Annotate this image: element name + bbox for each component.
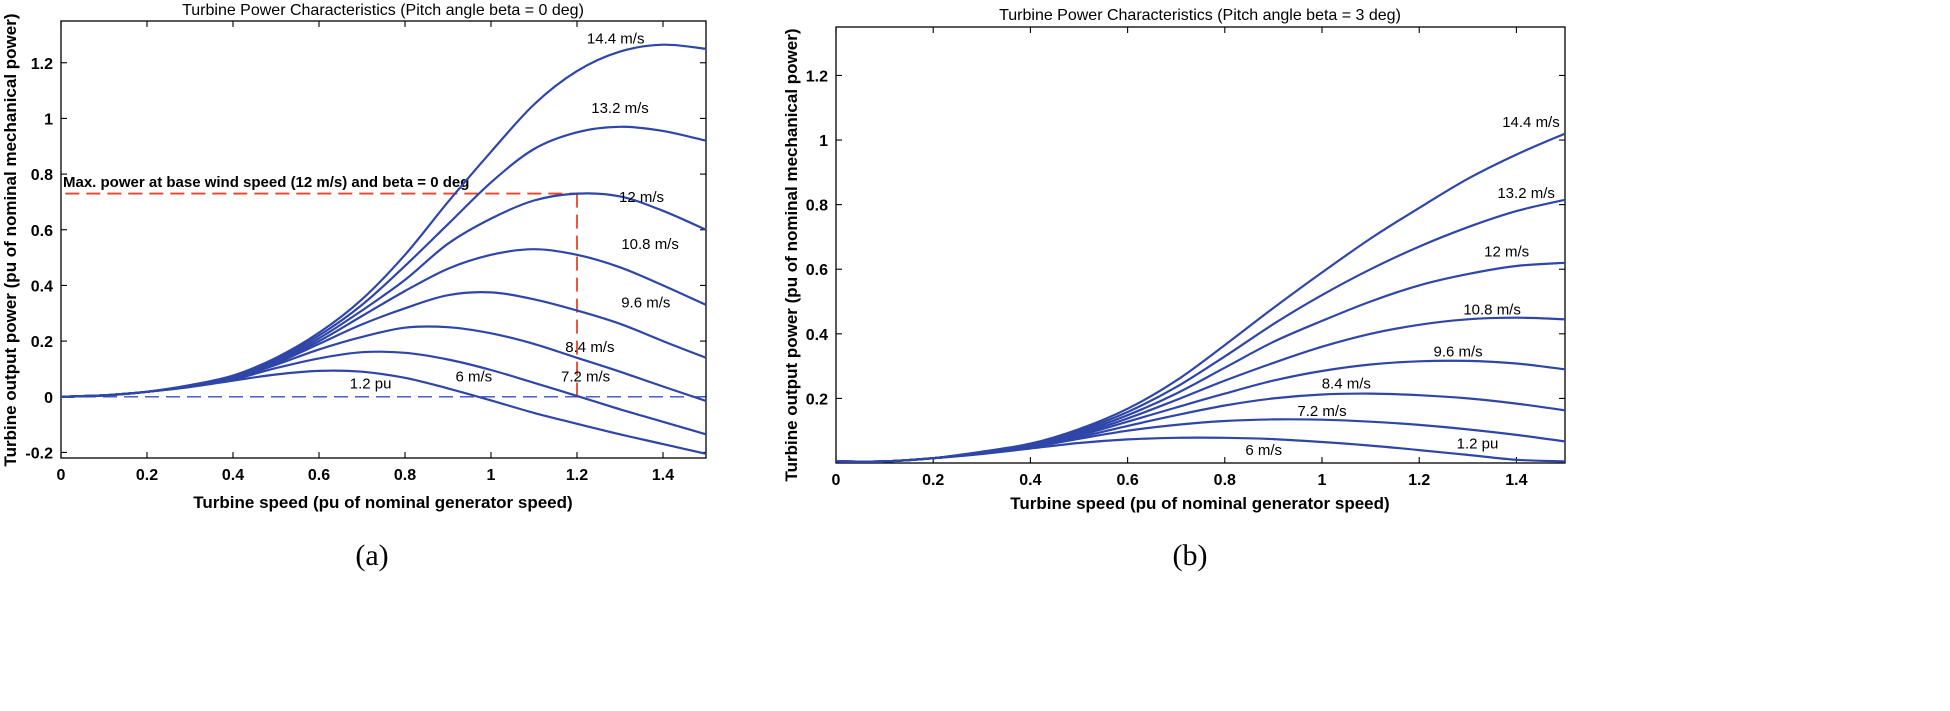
x-tick-label: 0.8	[1214, 472, 1236, 489]
curve-14-4-m-s	[60, 43, 707, 398]
curve-label: 13.2 m/s	[1497, 185, 1555, 202]
y-axis-label-a: Turbine output power (pu of nominal mech…	[1, 13, 20, 466]
curve-label: 14.4 m/s	[587, 30, 645, 47]
chart-panel-b: Turbine Power Characteristics (Pitch ang…	[782, 7, 1566, 572]
curves-b	[835, 132, 1566, 463]
annotations-a: Max. power at base wind speed (12 m/s) a…	[61, 174, 706, 398]
curve-label: 10.8 m/s	[1463, 301, 1521, 318]
x-axis-label-b: Turbine speed (pu of nominal generator s…	[1010, 494, 1389, 513]
curve-label: 9.6 m/s	[1433, 343, 1482, 360]
plot-frame-b	[835, 26, 1566, 464]
ticks-b: 0 0.2 0.4 0.6 0.8 1 1.2 1.4 0.2 0.4 0.6 0.8 1 1.2	[806, 27, 1565, 489]
curve-label: 6 m/s	[1245, 442, 1282, 459]
curve-label: 7.2 m/s	[561, 368, 610, 385]
annotations-b: 1.2 pu	[1457, 435, 1499, 452]
y-tick-label: 0	[44, 390, 53, 407]
ticks-a: 0 0.2 0.4 0.6 0.8 1 1.2 1.4-0.200.20.40.60.811.…	[25, 21, 706, 484]
curve-13-2-m-s	[60, 125, 707, 398]
y-tick-label: 0.4	[31, 278, 53, 295]
curve-labels-a: 6 m/s 7.2 m/s 8.4 m/s 9.6 m/s 10.8 m/s 12 m/s…	[455, 30, 678, 385]
x-tick-label: 1	[1318, 472, 1327, 489]
x-tick-label: 1.2	[566, 467, 588, 484]
max-power-label: Max. power at base wind speed (12 m/s) a…	[63, 174, 469, 191]
x-tick-label: 0.2	[136, 467, 158, 484]
y-tick-label: 0.8	[31, 167, 53, 184]
x-tick-label: 1.4	[1505, 472, 1527, 489]
curve-label: 7.2 m/s	[1297, 403, 1346, 420]
curve-labels-b: 6 m/s 7.2 m/s 8.4 m/s 9.6 m/s 10.8 m/s 12 m/s…	[1245, 114, 1559, 459]
curve-7-2-m-s	[60, 350, 707, 436]
y-tick-label: 0.2	[31, 334, 53, 351]
x-tick-label: 1.4	[652, 467, 674, 484]
curves-a	[60, 43, 707, 455]
y-tick-label: 0.6	[31, 223, 53, 240]
base-speed-label-a: 1.2 pu	[350, 375, 392, 392]
curve-label: 12 m/s	[619, 189, 664, 206]
curve-label: 9.6 m/s	[621, 295, 670, 312]
curve-label: 6 m/s	[455, 368, 492, 385]
chart-panel-a: Turbine Power Characteristics (Pitch ang…	[1, 2, 707, 572]
curve-12-m-s	[60, 192, 707, 398]
y-tick-label: 0.6	[806, 262, 828, 279]
x-tick-label: 1.2	[1408, 472, 1430, 489]
curve-14-4-m-s	[835, 132, 1566, 463]
plot-frame-a	[60, 20, 707, 459]
y-tick-label: 1.2	[806, 68, 828, 85]
caption-a: (a)	[355, 539, 388, 572]
x-tick-label: 0.4	[1019, 472, 1041, 489]
y-tick-label: 0.4	[806, 327, 828, 344]
y-tick-label: 1.2	[31, 56, 53, 73]
x-tick-label: 0.6	[308, 467, 330, 484]
y-tick-label: 1	[44, 111, 53, 128]
x-tick-label: 0	[57, 467, 66, 484]
x-axis-label-a: Turbine speed (pu of nominal generator s…	[193, 493, 572, 512]
curve-label: 12 m/s	[1484, 243, 1529, 260]
curve-10-8-m-s	[835, 316, 1566, 463]
x-tick-label: 0.8	[394, 467, 416, 484]
y-tick-label: 0.8	[806, 198, 828, 215]
base-speed-label-b: 1.2 pu	[1457, 435, 1499, 452]
y-tick-label: 1	[819, 133, 828, 150]
caption-b: (b)	[1173, 539, 1208, 572]
curve-label: 13.2 m/s	[591, 100, 649, 117]
curve-7-2-m-s	[835, 418, 1566, 463]
x-tick-label: 0.6	[1116, 472, 1138, 489]
x-tick-label: 0.2	[922, 472, 944, 489]
x-tick-label: 1	[487, 467, 496, 484]
curve-label: 14.4 m/s	[1502, 114, 1560, 131]
curve-label: 8.4 m/s	[1322, 376, 1371, 393]
chart-title-a: Turbine Power Characteristics (Pitch ang…	[182, 2, 584, 19]
y-tick-label: 0.2	[806, 391, 828, 408]
y-axis-label-b: Turbine output power (pu of nominal mech…	[782, 28, 801, 481]
y-tick-label: -0.2	[25, 445, 53, 462]
curve-label: 8.4 m/s	[565, 339, 614, 356]
x-tick-label: 0	[832, 472, 841, 489]
curve-label: 10.8 m/s	[621, 236, 679, 253]
chart-title-b: Turbine Power Characteristics (Pitch ang…	[999, 7, 1401, 24]
x-tick-label: 0.4	[222, 467, 244, 484]
